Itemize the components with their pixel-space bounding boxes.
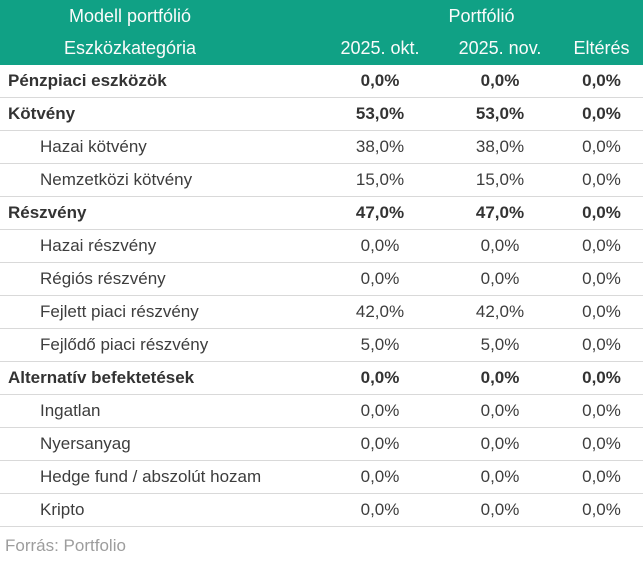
row-label: Nemzetközi kötvény (0, 163, 320, 197)
difference-value: 0,0% (560, 295, 643, 329)
table-row: Nemzetközi kötvény 15,0% 15,0% 0,0% (0, 163, 643, 197)
row-label: Fejlett piaci részvény (0, 295, 320, 329)
row-label: Kötvény (0, 97, 320, 131)
nov-value: 15,0% (440, 163, 560, 197)
column-header-asset-category: Eszközkategória (0, 32, 320, 65)
difference-value: 0,0% (560, 130, 643, 164)
okt-value: 0,0% (320, 394, 440, 428)
header-group-portfolio: Portfólió (320, 0, 643, 32)
okt-value: 0,0% (320, 493, 440, 527)
table-row: Hazai részvény 0,0% 0,0% 0,0% (0, 229, 643, 263)
row-label: Régiós részvény (0, 262, 320, 296)
difference-value: 0,0% (560, 163, 643, 197)
okt-value: 47,0% (320, 196, 440, 230)
table-row: Fejlődő piaci részvény 5,0% 5,0% 0,0% (0, 328, 643, 362)
allocation-table: Modell portfólió Portfólió Eszközkategór… (0, 0, 643, 527)
nov-value: 0,0% (440, 229, 560, 263)
difference-value: 0,0% (560, 460, 643, 494)
table-header: Modell portfólió Portfólió Eszközkategór… (0, 0, 643, 65)
nov-value: 0,0% (440, 427, 560, 461)
table-row: Régiós részvény 0,0% 0,0% 0,0% (0, 262, 643, 296)
row-label: Kripto (0, 493, 320, 527)
table-row: Ingatlan 0,0% 0,0% 0,0% (0, 394, 643, 428)
okt-value: 5,0% (320, 328, 440, 362)
column-header-oct: 2025. okt. (320, 32, 440, 65)
row-label: Részvény (0, 196, 320, 230)
table-row: Alternatív befektetések 0,0% 0,0% 0,0% (0, 361, 643, 395)
difference-value: 0,0% (560, 262, 643, 296)
row-label: Alternatív befektetések (0, 361, 320, 395)
nov-value: 0,0% (440, 262, 560, 296)
table-body: Pénzpiaci eszközök 0,0% 0,0% 0,0% Kötvén… (0, 65, 643, 527)
okt-value: 0,0% (320, 229, 440, 263)
row-label: Pénzpiaci eszközök (0, 65, 320, 98)
nov-value: 0,0% (440, 394, 560, 428)
table-row: Részvény 47,0% 47,0% 0,0% (0, 196, 643, 230)
nov-value: 0,0% (440, 460, 560, 494)
nov-value: 5,0% (440, 328, 560, 362)
table-row: Hazai kötvény 38,0% 38,0% 0,0% (0, 130, 643, 164)
okt-value: 0,0% (320, 361, 440, 395)
okt-value: 0,0% (320, 460, 440, 494)
table-row: Nyersanyag 0,0% 0,0% 0,0% (0, 427, 643, 461)
nov-value: 0,0% (440, 65, 560, 98)
nov-value: 42,0% (440, 295, 560, 329)
okt-value: 15,0% (320, 163, 440, 197)
row-label: Hedge fund / abszolút hozam (0, 460, 320, 494)
difference-value: 0,0% (560, 97, 643, 131)
column-header-nov: 2025. nov. (440, 32, 560, 65)
difference-value: 0,0% (560, 229, 643, 263)
difference-value: 0,0% (560, 361, 643, 395)
okt-value: 0,0% (320, 262, 440, 296)
header-group-model-portfolio: Modell portfólió (0, 0, 320, 32)
okt-value: 0,0% (320, 65, 440, 98)
row-label: Ingatlan (0, 394, 320, 428)
difference-value: 0,0% (560, 427, 643, 461)
difference-value: 0,0% (560, 196, 643, 230)
difference-value: 0,0% (560, 328, 643, 362)
column-header-difference: Eltérés (560, 32, 643, 65)
nov-value: 53,0% (440, 97, 560, 131)
table-row: Pénzpiaci eszközök 0,0% 0,0% 0,0% (0, 65, 643, 98)
row-label: Hazai kötvény (0, 130, 320, 164)
table-row: Kripto 0,0% 0,0% 0,0% (0, 493, 643, 527)
row-label: Nyersanyag (0, 427, 320, 461)
row-label: Fejlődő piaci részvény (0, 328, 320, 362)
okt-value: 42,0% (320, 295, 440, 329)
header-columns-row: Eszközkategória 2025. okt. 2025. nov. El… (0, 32, 643, 65)
difference-value: 0,0% (560, 394, 643, 428)
header-group-row: Modell portfólió Portfólió (0, 0, 643, 32)
row-label: Hazai részvény (0, 229, 320, 263)
table-row: Fejlett piaci részvény 42,0% 42,0% 0,0% (0, 295, 643, 329)
okt-value: 53,0% (320, 97, 440, 131)
nov-value: 0,0% (440, 493, 560, 527)
table-row: Hedge fund / abszolút hozam 0,0% 0,0% 0,… (0, 460, 643, 494)
table-row: Kötvény 53,0% 53,0% 0,0% (0, 97, 643, 131)
difference-value: 0,0% (560, 65, 643, 98)
nov-value: 38,0% (440, 130, 560, 164)
difference-value: 0,0% (560, 493, 643, 527)
okt-value: 38,0% (320, 130, 440, 164)
source-note: Forrás: Portfolio (5, 536, 126, 555)
nov-value: 47,0% (440, 196, 560, 230)
okt-value: 0,0% (320, 427, 440, 461)
nov-value: 0,0% (440, 361, 560, 395)
